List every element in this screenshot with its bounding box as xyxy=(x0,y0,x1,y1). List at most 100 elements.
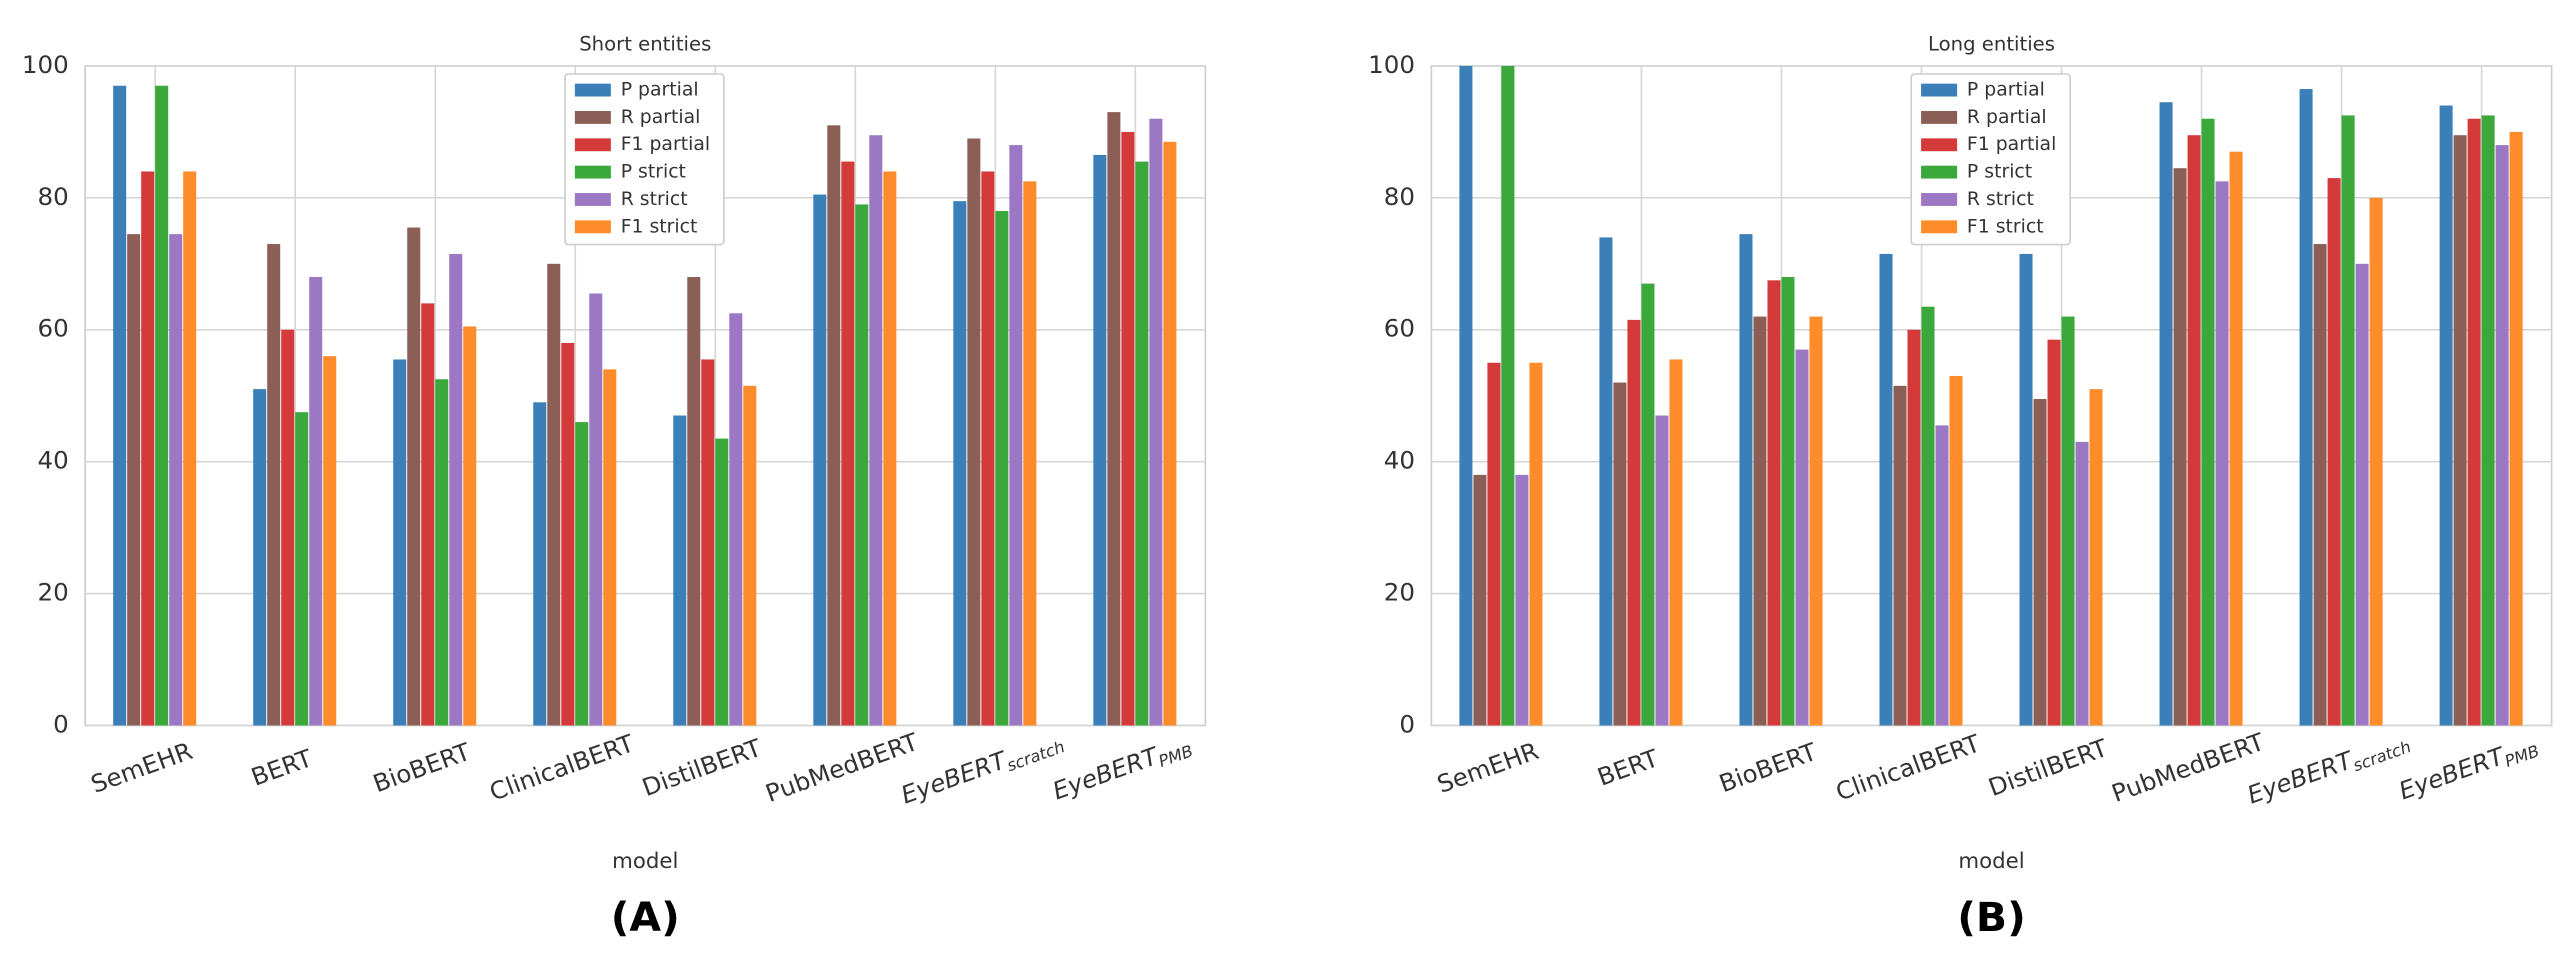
x-axis-label: model xyxy=(612,848,678,873)
bar xyxy=(1009,145,1023,726)
x-tick-label: SemEHR xyxy=(1433,736,1542,799)
bar xyxy=(295,412,309,726)
bar xyxy=(1459,65,1473,726)
bar xyxy=(715,438,729,726)
legend-label: F1 strict xyxy=(621,216,698,237)
bar xyxy=(883,171,897,726)
legend-label: P strict xyxy=(1967,162,2032,183)
bar xyxy=(869,135,883,726)
y-tick-label: 100 xyxy=(1368,50,1415,79)
legend-swatch xyxy=(574,138,611,152)
x-tick-label: DistilBERT xyxy=(638,733,765,802)
bar xyxy=(2341,115,2355,726)
x-tick-label: EyeBERTscratch xyxy=(897,726,1067,812)
y-tick-label: 60 xyxy=(1384,314,1415,343)
bar xyxy=(995,211,1009,726)
bar xyxy=(2299,89,2313,726)
bar xyxy=(2509,131,2523,726)
bar xyxy=(2159,102,2173,726)
legend-label: R strict xyxy=(621,189,688,210)
x-tick-label: PubMedBERT xyxy=(2108,727,2268,808)
bar xyxy=(1107,112,1121,726)
legend-label: R strict xyxy=(1967,189,2034,210)
bar xyxy=(407,227,421,726)
bar xyxy=(967,138,981,726)
bar xyxy=(547,263,561,726)
bar xyxy=(813,194,827,726)
legend-label: P partial xyxy=(621,80,699,101)
x-tick-label: BioBERT xyxy=(1715,737,1820,798)
bar xyxy=(1893,385,1907,726)
bar xyxy=(2229,151,2243,726)
bar xyxy=(1163,141,1177,726)
bar xyxy=(421,303,435,726)
chart-title: Long entities xyxy=(1928,33,2055,56)
bar xyxy=(1093,154,1107,726)
bar xyxy=(589,293,603,726)
bar xyxy=(393,359,407,726)
bar xyxy=(2481,115,2495,726)
bar xyxy=(2439,105,2453,726)
y-tick-label: 20 xyxy=(1384,578,1415,607)
bar xyxy=(253,389,267,726)
legend-swatch xyxy=(1921,138,1958,152)
legend-label: P strict xyxy=(621,162,686,183)
legend-label: F1 partial xyxy=(1967,134,2056,155)
bar xyxy=(687,277,701,726)
x-tick-label-subscript: scratch xyxy=(2350,737,2413,775)
bar xyxy=(1613,382,1627,726)
bar xyxy=(1809,316,1823,726)
bar xyxy=(267,244,281,726)
bar xyxy=(1515,474,1529,726)
bar xyxy=(2453,135,2467,726)
y-tick-label: 40 xyxy=(38,446,69,475)
x-tick-label: BioBERT xyxy=(369,737,474,798)
bar xyxy=(155,85,169,726)
x-tick-label: PubMedBERT xyxy=(762,727,922,808)
bar xyxy=(2033,399,2047,726)
bar xyxy=(1627,319,1641,726)
bar xyxy=(1669,359,1683,726)
y-tick-label: 100 xyxy=(22,50,69,79)
bar xyxy=(981,171,995,726)
bar xyxy=(729,313,743,726)
bar xyxy=(281,329,295,726)
bar xyxy=(141,171,155,726)
x-tick-label-subscript: PMB xyxy=(2502,741,2542,771)
bar xyxy=(449,253,463,726)
x-axis-label: model xyxy=(1958,848,2024,873)
bar xyxy=(1487,362,1501,726)
bar xyxy=(1149,118,1163,726)
bar xyxy=(323,356,337,726)
bar xyxy=(1655,415,1669,726)
bar xyxy=(2173,168,2187,726)
bar xyxy=(701,359,715,726)
bar xyxy=(1781,277,1795,726)
bar xyxy=(1529,362,1543,726)
chart: Long entities 0 20 40 60 80 100 SemEHR BERT BioBE… xyxy=(1368,33,2553,941)
bar xyxy=(603,369,617,726)
bar xyxy=(169,234,183,726)
bar xyxy=(2061,316,2075,726)
panel-label: (B) xyxy=(1957,893,2026,941)
bar xyxy=(1935,425,1949,726)
bar xyxy=(953,201,967,726)
bar xyxy=(2369,197,2383,726)
bar xyxy=(2327,178,2341,726)
bar xyxy=(2089,389,2103,726)
bar xyxy=(827,125,841,726)
legend-swatch xyxy=(574,193,611,206)
bar xyxy=(2047,339,2061,726)
legend-label: R partial xyxy=(1967,107,2047,128)
x-tick-label: DistilBERT xyxy=(1984,733,2111,802)
legend-swatch xyxy=(1921,83,1958,97)
legend-swatch xyxy=(574,165,611,179)
bar xyxy=(855,204,869,726)
legend-swatch xyxy=(1921,165,1958,179)
y-tick-label: 80 xyxy=(38,182,69,211)
legend-swatch xyxy=(574,110,611,124)
bar xyxy=(2019,253,2033,726)
bar xyxy=(1795,349,1809,726)
x-tick-label: ClinicalBERT xyxy=(1832,729,1984,807)
y-tick-label: 40 xyxy=(1384,446,1415,475)
